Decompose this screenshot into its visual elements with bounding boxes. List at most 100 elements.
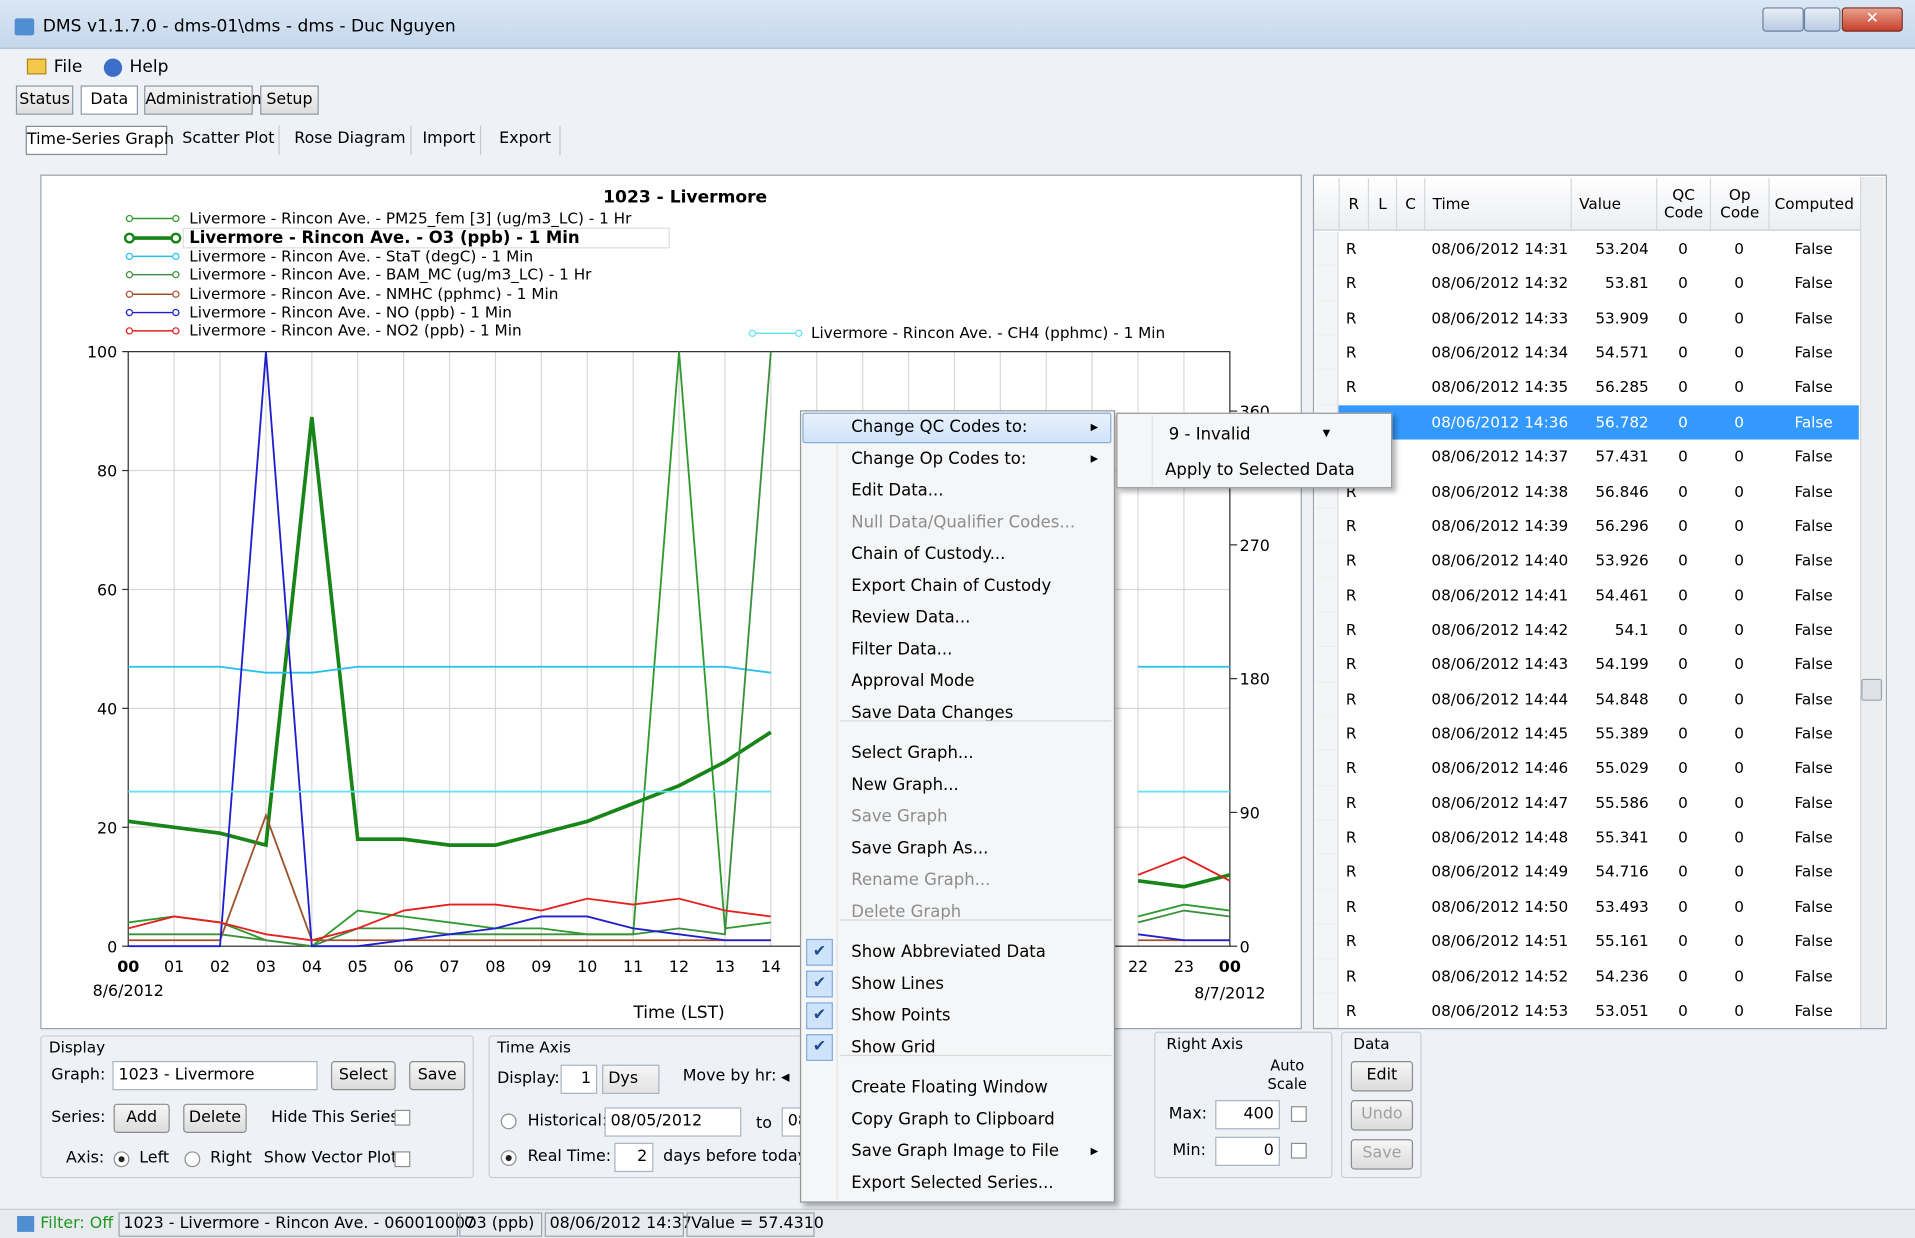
menu-item[interactable]: Show Lines xyxy=(851,974,944,994)
checkbox[interactable] xyxy=(1290,1142,1307,1159)
row-selector[interactable] xyxy=(1315,301,1339,336)
menu-item[interactable]: Select Graph... xyxy=(851,743,974,764)
menu-item[interactable]: Show Abbreviated Data xyxy=(851,942,1046,963)
tab[interactable]: Data xyxy=(80,85,139,115)
row-selector[interactable] xyxy=(1315,716,1339,752)
row-selector[interactable] xyxy=(1315,266,1339,302)
menu-item[interactable]: Save Data Changes xyxy=(851,703,1014,723)
table-cell: False xyxy=(1794,758,1833,777)
minimize-button[interactable] xyxy=(1762,7,1804,32)
row-selector[interactable] xyxy=(1315,508,1339,544)
menu-icon xyxy=(26,58,47,75)
menu-item[interactable]: Edit Data... xyxy=(851,481,944,501)
row-selector[interactable] xyxy=(1315,889,1339,925)
subtab[interactable]: Import xyxy=(418,125,482,156)
row-selector[interactable] xyxy=(1315,924,1339,960)
row-selector[interactable] xyxy=(1315,578,1339,613)
subtab[interactable]: Time-Series Graph xyxy=(25,125,174,156)
column-header[interactable]: Computed xyxy=(1768,178,1858,230)
table-cell: 0 xyxy=(1734,585,1744,604)
menu-item[interactable]: Save Graph Image to File xyxy=(851,1141,1060,1162)
legend-label: Livermore - Rincon Ave. - CH4 (pphmc) - … xyxy=(811,324,1165,342)
column-header[interactable]: R xyxy=(1338,178,1368,230)
menu-item: Null Data/Qualifier Codes... xyxy=(851,512,1076,533)
qc-code-dropdown[interactable]: 9 - Invalid xyxy=(1168,424,1251,445)
tab[interactable]: Setup xyxy=(260,85,319,115)
menu-item[interactable]: Save Graph As... xyxy=(851,838,989,859)
menu-item[interactable]: Copy Graph to Clipboard xyxy=(851,1109,1055,1130)
menu-item[interactable]: Review Data... xyxy=(851,608,971,628)
row-selector[interactable] xyxy=(1315,335,1339,371)
table-cell: R xyxy=(1345,343,1357,362)
legend-marker xyxy=(795,329,803,337)
move-left-arrow[interactable]: ◀ xyxy=(781,1071,790,1085)
checkbox[interactable] xyxy=(394,1151,411,1168)
table-cell: 08/06/2012 14:42 xyxy=(1431,620,1569,639)
min-input[interactable]: 0 xyxy=(1215,1136,1280,1166)
menu-item[interactable]: Help xyxy=(129,57,169,77)
save-data-button[interactable]: Save xyxy=(1350,1139,1414,1170)
row-selector[interactable] xyxy=(1315,612,1339,648)
row-selector[interactable] xyxy=(1315,855,1339,890)
row-selector[interactable] xyxy=(1315,370,1339,406)
display-input[interactable]: 1 xyxy=(560,1064,598,1094)
row-selector[interactable] xyxy=(1315,820,1339,856)
radio-button[interactable] xyxy=(500,1150,517,1166)
menu-item[interactable]: Apply to Selected Data xyxy=(1165,460,1355,480)
menu-item[interactable]: Chain of Custody... xyxy=(851,544,1006,565)
column-header-text: Op Code xyxy=(1720,185,1760,221)
menu-item[interactable]: Show Grid xyxy=(851,1037,936,1058)
tab[interactable]: Administration xyxy=(144,85,262,115)
menu-item[interactable]: Show Points xyxy=(851,1006,951,1026)
scroll-thumb[interactable] xyxy=(1861,678,1883,701)
row-selector[interactable] xyxy=(1315,647,1339,683)
days-input[interactable]: 2 xyxy=(614,1142,654,1173)
row-selector[interactable] xyxy=(1315,959,1339,994)
radio-button[interactable] xyxy=(500,1113,517,1130)
row-selector[interactable] xyxy=(1315,993,1339,1029)
select-button[interactable]: Select xyxy=(330,1060,396,1091)
save-button[interactable]: Save xyxy=(409,1060,466,1091)
table-row[interactable] xyxy=(1338,405,1859,440)
row-selector[interactable] xyxy=(1315,785,1339,821)
subtab[interactable]: Export xyxy=(491,125,561,156)
graph-input[interactable]: 1023 - Livermore xyxy=(112,1060,318,1091)
column-header[interactable]: L xyxy=(1367,178,1396,230)
menu-item[interactable]: Change QC Codes to: xyxy=(851,417,1028,438)
menu-item[interactable]: Approval Mode xyxy=(851,671,975,692)
menu-item[interactable]: New Graph... xyxy=(851,775,959,795)
max-input[interactable]: 400 xyxy=(1215,1100,1280,1130)
subtab[interactable]: Rose Diagram xyxy=(289,125,412,156)
menu-item[interactable]: Create Floating Window xyxy=(851,1078,1048,1098)
row-selector[interactable] xyxy=(1315,751,1339,786)
from-date[interactable]: 08/05/2012 xyxy=(604,1107,742,1137)
unit-dropdown[interactable]: Dys xyxy=(602,1064,660,1094)
checkbox[interactable] xyxy=(394,1109,411,1126)
table-cell: 0 xyxy=(1734,654,1744,674)
maximize-button[interactable] xyxy=(1803,7,1841,32)
row-selector[interactable] xyxy=(1315,231,1339,267)
row-selector[interactable] xyxy=(1315,543,1339,579)
legend-label: Livermore - Rincon Ave. - PM25_fem [3] (… xyxy=(189,209,632,228)
subtab[interactable]: Scatter Plot xyxy=(178,125,280,156)
tab[interactable]: Status xyxy=(15,85,74,115)
menu-item[interactable]: Export Selected Series... xyxy=(851,1173,1054,1193)
add-button[interactable]: Add xyxy=(113,1103,170,1134)
row-selector[interactable] xyxy=(1315,682,1339,717)
close-button[interactable]: ✕ xyxy=(1841,7,1903,32)
column-header[interactable]: Time xyxy=(1424,178,1571,230)
menu-item[interactable]: Change Op Codes to: xyxy=(851,449,1027,469)
delete-button[interactable]: Delete xyxy=(183,1103,247,1134)
undo-button[interactable]: Undo xyxy=(1350,1100,1414,1131)
column-header[interactable]: Value xyxy=(1570,178,1656,230)
radio-button[interactable] xyxy=(113,1151,130,1168)
column-header[interactable]: C xyxy=(1395,178,1424,230)
radio-button[interactable] xyxy=(184,1151,201,1168)
menu-item[interactable]: Filter Data... xyxy=(851,639,953,660)
menu-item[interactable]: Export Chain of Custody xyxy=(851,576,1052,596)
column-header[interactable]: Op Code xyxy=(1709,178,1769,230)
menu-item[interactable]: File xyxy=(53,57,83,77)
checkbox[interactable] xyxy=(1290,1106,1307,1123)
edit-button[interactable]: Edit xyxy=(1350,1060,1414,1092)
column-header[interactable]: QC Code xyxy=(1656,178,1710,230)
